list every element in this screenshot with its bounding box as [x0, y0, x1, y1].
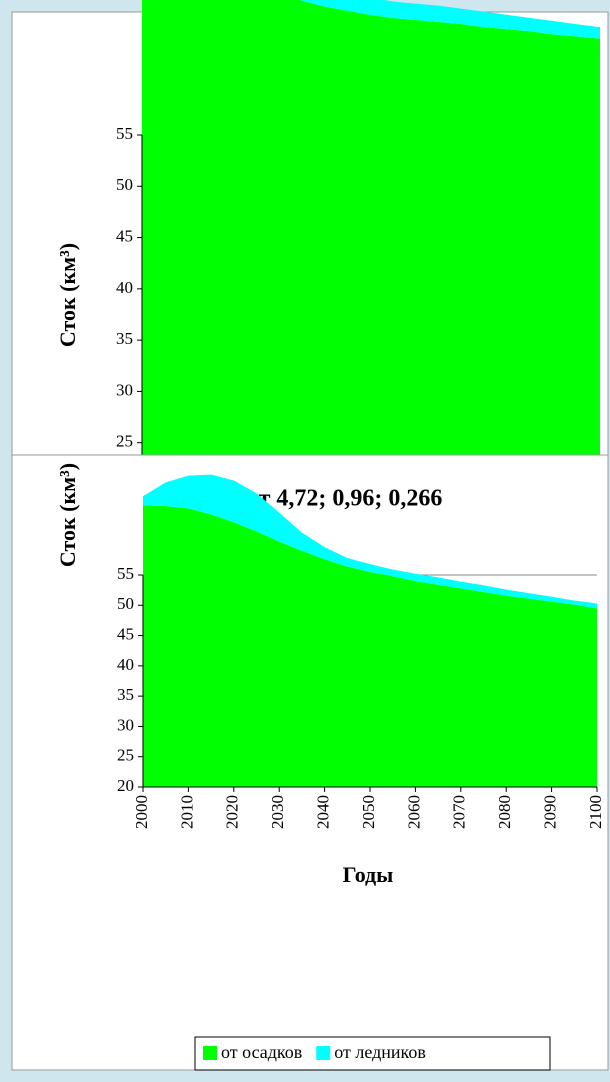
y-tick-label: 50: [116, 175, 133, 194]
x-tick-label: 2010: [177, 795, 196, 829]
y-tick-label: 40: [116, 278, 133, 297]
y-tick-label: 35: [116, 329, 133, 348]
x-tick-label: 2070: [450, 795, 469, 829]
chart-panel: Вариант 2,72; 1,06; 0,001Сток (км³)25303…: [11, 0, 609, 457]
legend-label: от ледников: [334, 1042, 426, 1062]
y-tick-label: 45: [116, 226, 133, 245]
y-tick-label: 25: [116, 432, 133, 451]
y-tick-label: 45: [117, 624, 134, 643]
area: [143, 474, 597, 609]
y-axis-label: Сток (км³): [55, 243, 80, 347]
x-axis-label: Годы: [343, 862, 394, 887]
y-tick-label: 55: [117, 564, 134, 583]
y-axis-label: Сток (км³): [55, 463, 80, 567]
y-tick-label: 30: [117, 715, 134, 734]
y-tick-label: 35: [117, 685, 134, 704]
y-tick-label: 25: [117, 746, 134, 765]
y-tick-label: 50: [117, 594, 134, 613]
legend-label: от осадков: [221, 1042, 302, 1062]
legend-box: [194, 1036, 551, 1071]
y-tick-label: 30: [116, 380, 133, 399]
x-tick-label: 2040: [314, 795, 333, 829]
x-tick-label: 2100: [586, 795, 605, 829]
legend-swatch: [316, 1046, 331, 1060]
area: [299, 0, 600, 39]
y-tick-label: 55: [116, 124, 133, 143]
x-tick-label: 2080: [495, 795, 514, 829]
legend-swatch: [203, 1046, 217, 1060]
x-tick-label: 2050: [359, 795, 378, 829]
x-tick-label: 2000: [132, 795, 151, 829]
y-tick-label: 40: [117, 655, 134, 674]
area: [142, 0, 600, 455]
x-tick-label: 2090: [541, 795, 560, 829]
x-tick-label: 2060: [404, 795, 423, 829]
y-tick-label: 20: [117, 776, 134, 795]
x-tick-label: 2020: [223, 795, 242, 829]
area: [143, 505, 597, 787]
x-tick-label: 2030: [268, 795, 287, 829]
